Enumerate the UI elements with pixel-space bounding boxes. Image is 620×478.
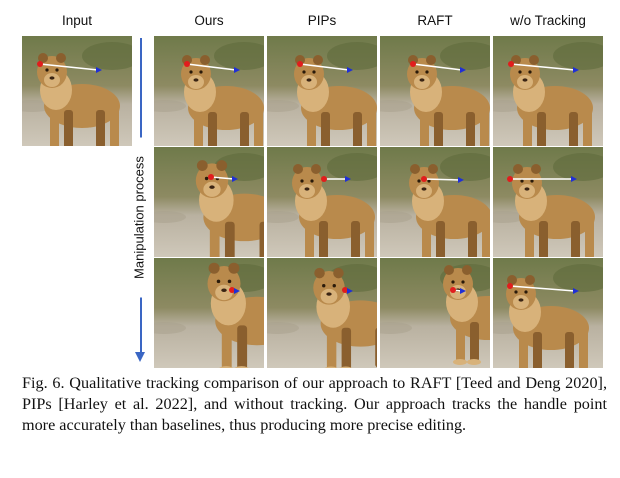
target-point [573, 288, 579, 294]
column-header-ours: Ours [194, 13, 224, 28]
lion-image [493, 36, 603, 146]
lion-image [380, 36, 490, 146]
image-ours-step-3 [154, 258, 264, 368]
handle-point [450, 287, 456, 293]
handle-point [184, 61, 190, 67]
lion-image [154, 147, 264, 257]
target-point [232, 176, 238, 182]
column-header-pips: PIPs [307, 13, 337, 28]
handle-point [508, 61, 514, 67]
image-pips-step-3 [267, 258, 377, 368]
lion-image [380, 147, 490, 257]
manipulation-process-label: Manipulation process [121, 137, 151, 300]
image-ours-step-1 [154, 36, 264, 146]
target-point [234, 67, 240, 73]
image-raft-step-1 [380, 36, 490, 146]
handle-point [410, 61, 416, 67]
column-header-raft: RAFT [417, 13, 453, 28]
lion-image [267, 36, 377, 146]
lion-image [380, 258, 490, 368]
handle-point [208, 174, 214, 180]
lion-image [493, 258, 603, 368]
image-raft-step-2 [380, 147, 490, 257]
handle-point [321, 176, 327, 182]
handle-point [229, 287, 235, 293]
target-point [347, 288, 353, 294]
image-raft-step-3 [380, 258, 490, 368]
handle-point [297, 61, 303, 67]
target-point [460, 288, 466, 294]
lion-image [267, 258, 377, 368]
image-pips-step-2 [267, 147, 377, 257]
image-pips-step-1 [267, 36, 377, 146]
target-point [347, 67, 353, 73]
process-arrow-head [135, 352, 145, 362]
column-header-wo-tracking: w/o Tracking [510, 13, 586, 28]
lion-image [267, 147, 377, 257]
image-input-step-1 [22, 36, 132, 146]
target-point [234, 288, 240, 294]
handle-point [342, 287, 348, 293]
image-wo-step-1 [493, 36, 603, 146]
target-point [460, 67, 466, 73]
lion-image [154, 258, 264, 368]
figure-caption: Fig. 6. Qualitative tracking comparison … [22, 374, 607, 434]
handle-point [507, 176, 513, 182]
lion-image [154, 36, 264, 146]
target-point [458, 177, 464, 183]
handle-point [421, 176, 427, 182]
handle-point [37, 61, 43, 67]
image-wo-step-2 [493, 147, 603, 257]
handle-point [507, 283, 513, 289]
lion-image [493, 147, 603, 257]
lion-image [22, 36, 132, 146]
image-wo-step-3 [493, 258, 603, 368]
target-point [345, 176, 351, 182]
column-header-input: Input [61, 13, 93, 28]
target-point [96, 67, 102, 73]
target-point [571, 176, 577, 182]
image-ours-step-2 [154, 147, 264, 257]
target-point [573, 67, 579, 73]
